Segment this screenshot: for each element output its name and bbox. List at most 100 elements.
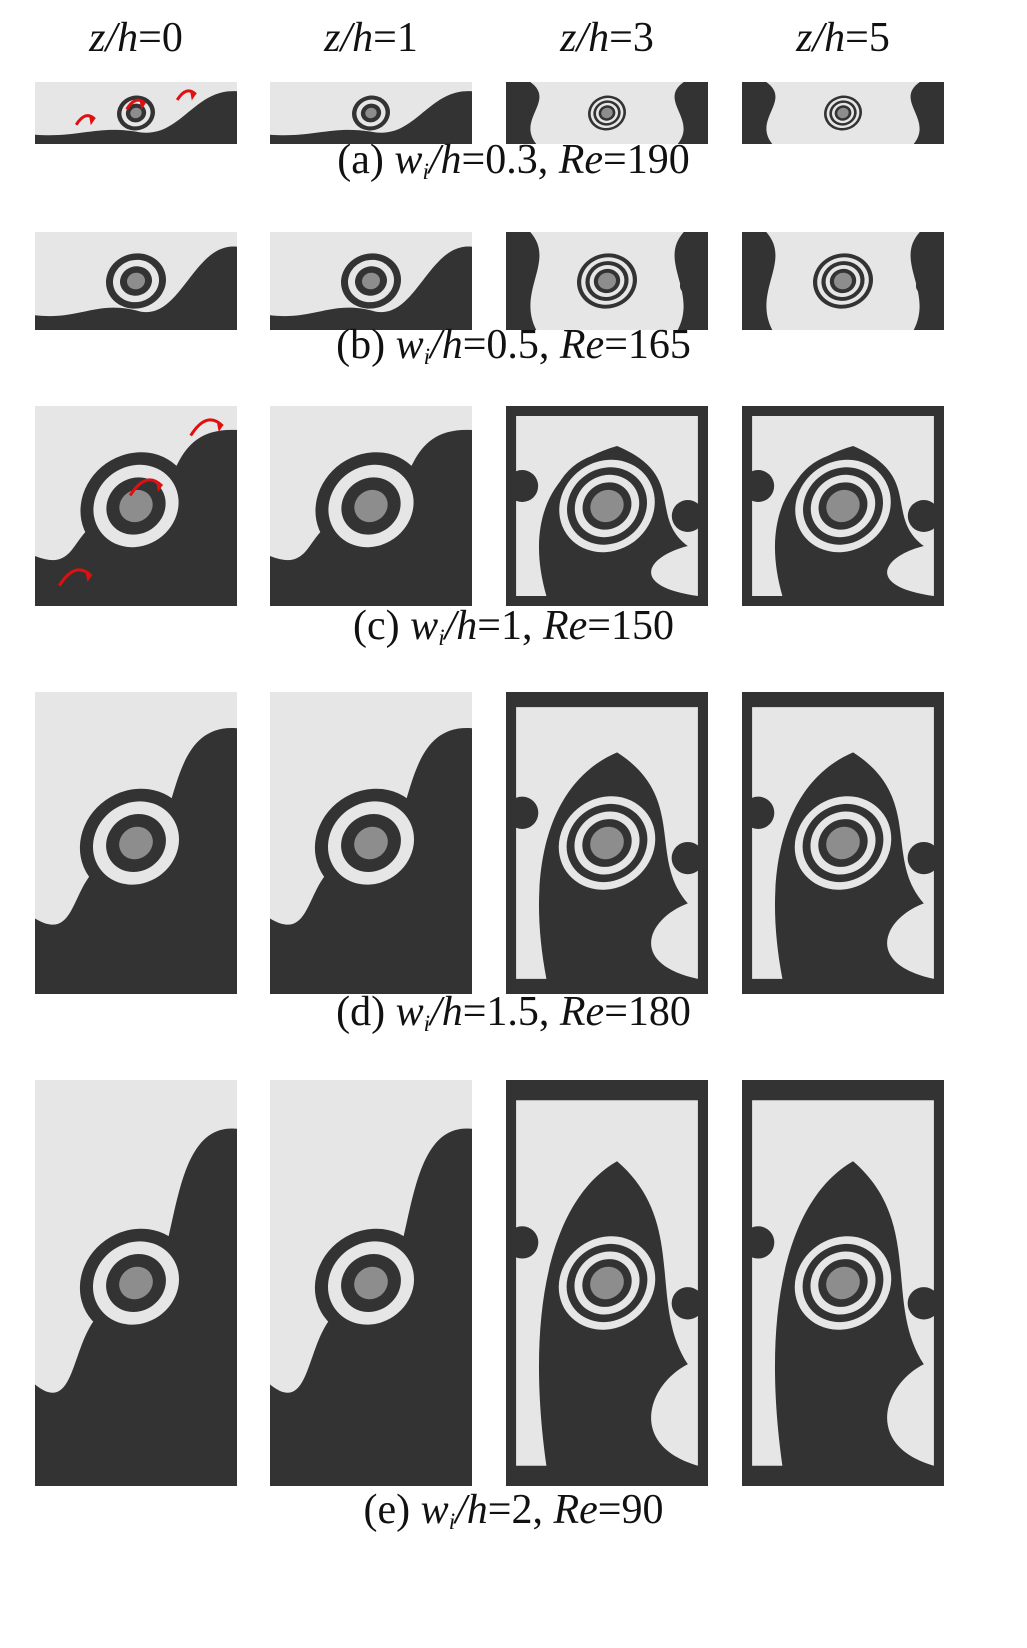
- secondary-vortex: [682, 111, 693, 122]
- caption-w: w: [395, 989, 424, 1035]
- vortex-core: [597, 272, 617, 290]
- caption-subscript: i: [448, 1507, 456, 1534]
- flow-image: [35, 82, 237, 144]
- column-header-variable: z/h: [560, 15, 610, 61]
- caption-re: Re: [559, 989, 605, 1035]
- rotation-arrow-head: [216, 421, 223, 432]
- panel-d-3: [742, 692, 944, 994]
- caption-re-value: =165: [604, 322, 691, 368]
- column-header-0: z/h=0: [30, 14, 242, 62]
- flow-image: [35, 1080, 237, 1486]
- panel-b-2: [506, 232, 708, 330]
- caption-h: /h: [444, 603, 478, 649]
- caption-h: /h: [430, 322, 463, 368]
- flow-image: [270, 406, 472, 606]
- caption-label: (b): [336, 322, 396, 368]
- secondary-vortex: [907, 500, 940, 532]
- rotation-arrow: [74, 114, 96, 126]
- vortex-core: [365, 107, 377, 119]
- flow-image: [270, 1080, 472, 1486]
- vortex-core: [119, 1266, 153, 1300]
- flow-image: [742, 692, 944, 994]
- flow-image: [742, 232, 944, 330]
- secondary-vortex: [517, 101, 528, 112]
- column-header-2: z/h=3: [501, 14, 713, 62]
- panel-c-0: [35, 406, 237, 606]
- light-fluid-region: [516, 1100, 698, 1466]
- caption-h: /h: [430, 989, 463, 1035]
- flow-image: [506, 1080, 708, 1486]
- caption-separator: ,: [538, 322, 560, 368]
- column-header-value: 0: [161, 15, 183, 61]
- caption-subscript: i: [423, 342, 431, 369]
- caption-subscript: i: [423, 1009, 431, 1036]
- panel-b-1: [270, 232, 472, 330]
- caption-re: Re: [559, 322, 605, 368]
- column-header-value: 3: [632, 15, 654, 61]
- row-caption-c: (c) wi/h=1, Re=150: [0, 602, 1027, 650]
- panel-e-0: [35, 1080, 237, 1486]
- caption-re: Re: [542, 603, 588, 649]
- vortex-core: [354, 489, 388, 523]
- vortex-core: [126, 272, 146, 290]
- vortex-core: [826, 489, 860, 523]
- column-header-variable: z/h: [324, 15, 374, 61]
- secondary-vortex: [907, 841, 940, 875]
- light-fluid-region: [516, 416, 698, 596]
- vortex-core: [119, 826, 153, 860]
- panel-c-2: [506, 406, 708, 606]
- column-header-variable: z/h: [89, 15, 139, 61]
- caption-re-value: =180: [604, 989, 691, 1035]
- flow-image: [270, 82, 472, 144]
- secondary-vortex: [753, 101, 764, 112]
- panel-b-3: [742, 232, 944, 330]
- column-header-value: 1: [396, 15, 418, 61]
- panel-d-2: [506, 692, 708, 994]
- vortex-core: [590, 1266, 624, 1300]
- caption-subscript: i: [438, 623, 445, 650]
- vortex-core: [826, 1266, 860, 1300]
- secondary-vortex: [514, 263, 530, 280]
- secondary-vortex: [506, 470, 539, 502]
- light-fluid-region: [516, 707, 698, 979]
- vortex-core: [354, 826, 388, 860]
- secondary-vortex: [907, 1287, 940, 1320]
- panel-a-2: [506, 82, 708, 144]
- flow-image: [506, 406, 708, 606]
- flow-image: [35, 232, 237, 330]
- rotation-arrow-head: [156, 481, 163, 492]
- caption-label: (a): [337, 137, 395, 183]
- flow-image: [506, 232, 708, 330]
- caption-re-value: =90: [597, 1487, 664, 1533]
- row-caption-a: (a) wi/h=0.3, Re=190: [0, 136, 1027, 184]
- secondary-vortex: [671, 1287, 704, 1320]
- vortex-core: [361, 272, 381, 290]
- light-fluid-region: [752, 1100, 934, 1466]
- caption-re: Re: [553, 1487, 598, 1533]
- column-header-equals: =: [609, 15, 633, 61]
- caption-ratio: =1: [477, 603, 522, 649]
- caption-label: (d): [336, 989, 396, 1035]
- column-header-equals: =: [373, 15, 397, 61]
- column-header-equals: =: [845, 15, 869, 61]
- vortex-core: [590, 826, 624, 860]
- secondary-vortex: [506, 1226, 539, 1259]
- secondary-vortex: [915, 278, 932, 294]
- rotation-arrow-head: [189, 89, 196, 101]
- vortex-core: [826, 826, 860, 860]
- vortex-core: [833, 272, 853, 290]
- caption-w: w: [420, 1487, 449, 1533]
- rotation-arrow-head: [85, 571, 92, 582]
- caption-w: w: [394, 137, 423, 183]
- secondary-vortex: [671, 841, 704, 875]
- rotation-arrow: [128, 478, 164, 497]
- caption-ratio: =0.5: [462, 322, 539, 368]
- panel-a-0: [35, 82, 237, 144]
- rotation-arrow: [58, 568, 93, 587]
- caption-ratio: =2: [487, 1487, 533, 1533]
- caption-separator: ,: [537, 137, 559, 183]
- row-caption-b: (b) wi/h=0.5, Re=165: [0, 321, 1027, 369]
- panel-d-0: [35, 692, 237, 994]
- rotation-arrow-head: [139, 98, 146, 110]
- flow-image: [35, 406, 237, 606]
